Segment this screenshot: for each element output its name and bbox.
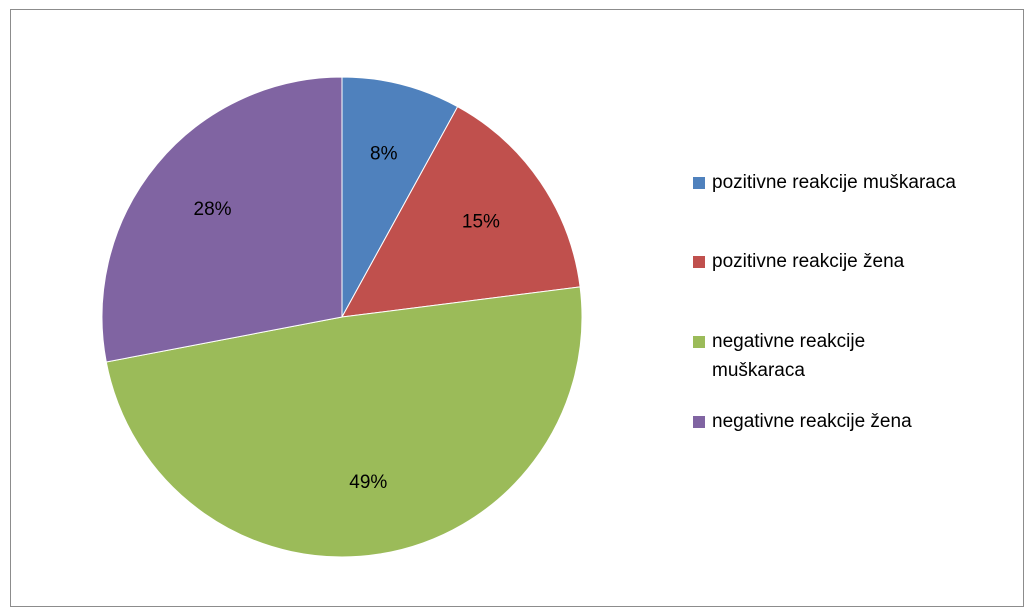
slice-data-label-3: 49% <box>349 472 387 493</box>
legend-label-3: negativne reakcije muškaraca <box>712 331 865 381</box>
slice-data-label-4: 28% <box>194 199 232 220</box>
legend-label-2: pozitivne reakcije žena <box>712 251 905 272</box>
legend-swatch-1 <box>693 177 705 189</box>
legend-swatch-4 <box>693 416 705 428</box>
legend-label-1: pozitivne reakcije muškaraca <box>712 172 956 193</box>
pie-slices <box>101 76 583 558</box>
pie-slice-3 <box>105 286 583 558</box>
pie-slice-1 <box>341 76 459 318</box>
slice-data-label-1: 8% <box>370 143 398 164</box>
legend-swatch-3 <box>693 336 705 348</box>
legend-swatch-2 <box>693 256 705 268</box>
pie-slice-labels: 8% 15% 49% 28% <box>194 143 501 493</box>
slice-data-label-2: 15% <box>462 212 500 233</box>
legend: pozitivne reakcije muškaraca pozitivne re… <box>693 172 956 432</box>
pie-slice-4 <box>101 76 343 363</box>
legend-label-4: negativne reakcije žena <box>712 411 912 432</box>
pie-slice-2 <box>341 106 581 318</box>
